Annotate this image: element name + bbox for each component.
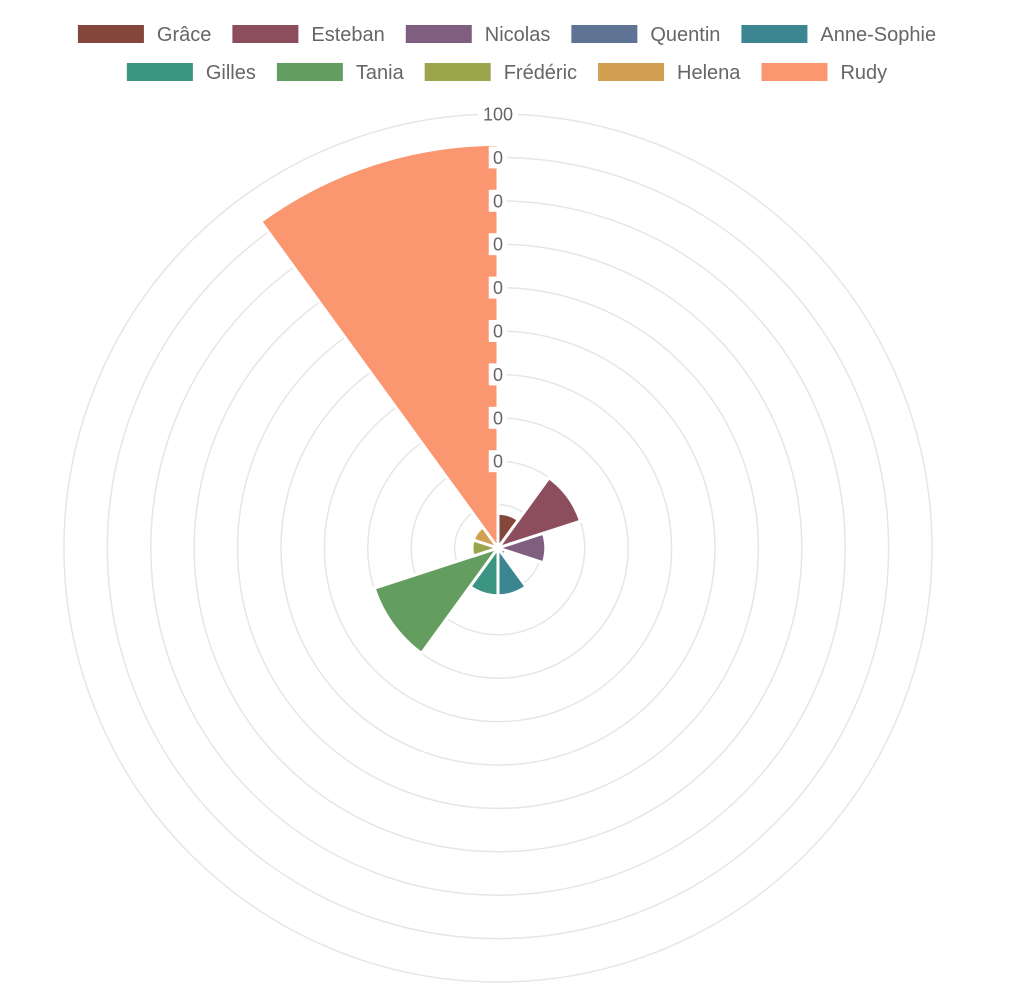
legend-label: Esteban: [311, 24, 384, 46]
legend-swatch: [571, 25, 638, 43]
segment-esteban[interactable]: [494, 475, 583, 551]
legend-swatch: [598, 63, 665, 81]
legend-item-esteban[interactable]: Esteban: [232, 24, 385, 46]
legend-item-quentin[interactable]: Quentin: [571, 24, 720, 46]
tick-label: 0: [493, 148, 503, 168]
legend-label: Frédéric: [504, 62, 577, 84]
tick-backdrop: [488, 320, 508, 342]
tick-label: 0: [493, 322, 503, 342]
legend-label: Nicolas: [485, 24, 551, 46]
legend-swatch: [126, 63, 193, 81]
segment-rudy[interactable]: [258, 142, 500, 553]
tick-backdrop: [488, 363, 508, 386]
tick-label: 0: [493, 191, 503, 211]
legend-item-rudy[interactable]: Rudy: [761, 62, 887, 84]
tick-backdrop: [488, 406, 508, 429]
legend-swatch: [232, 25, 299, 43]
legend-item-helena[interactable]: Helena: [598, 62, 741, 84]
legend-item-frederic[interactable]: Frédéric: [424, 62, 577, 84]
legend-swatch: [741, 25, 808, 43]
legend-item-gilles[interactable]: Gilles: [126, 62, 256, 84]
tick-backdrop: [488, 276, 508, 299]
legend-item-grace[interactable]: Grâce: [77, 24, 211, 46]
tick-label: 0: [493, 452, 503, 472]
legend-item-nicolas[interactable]: Nicolas: [405, 24, 551, 46]
tick-label: 100: [483, 105, 513, 125]
tick-label: 0: [493, 278, 503, 298]
legend-label: Anne-Sophie: [820, 24, 936, 46]
legend-swatch: [761, 63, 828, 81]
chart-legend: Grâce Esteban Nicolas Quentin Anne-Sophie Gil…: [77, 24, 936, 84]
legend-label: Helena: [677, 62, 741, 84]
legend-swatch: [77, 25, 144, 43]
legend-item-anne-sophie[interactable]: Anne-Sophie: [741, 24, 936, 46]
segment-nicolas[interactable]: [493, 531, 548, 565]
legend-item-tania[interactable]: Tania: [276, 62, 405, 84]
tick-backdrop: [478, 103, 518, 125]
legend-label: Quentin: [650, 24, 720, 46]
legend-label: Gilles: [206, 62, 256, 84]
tick-backdrop: [488, 450, 508, 473]
segment-tania[interactable]: [372, 545, 502, 656]
tick-backdrop: [488, 189, 508, 212]
tick-label: 0: [493, 365, 503, 385]
radial-tick-labels: 100 0 0 0 0 0 0 0 0: [478, 103, 518, 473]
legend-label: Tania: [356, 62, 405, 84]
legend-swatch: [405, 25, 472, 43]
tick-backdrop: [488, 233, 508, 256]
tick-label: 0: [493, 235, 503, 255]
tick-backdrop: [488, 146, 508, 169]
chart-segments: [258, 142, 583, 656]
legend-swatch: [424, 63, 491, 81]
legend-label: Grâce: [157, 24, 211, 46]
legend-label: Rudy: [840, 62, 887, 84]
tick-label: 0: [493, 408, 503, 428]
legend-swatch: [276, 63, 343, 81]
